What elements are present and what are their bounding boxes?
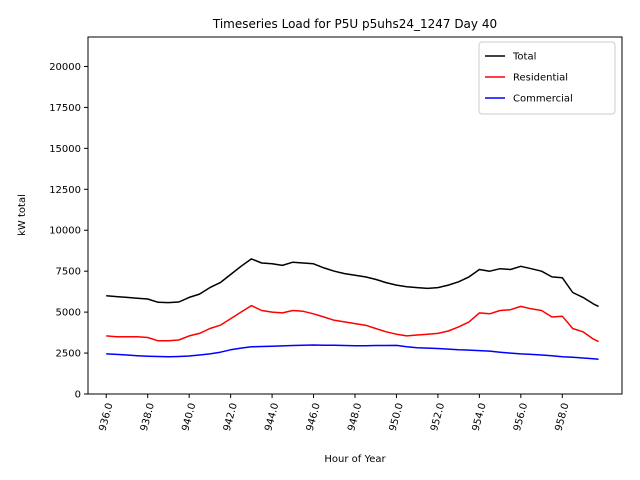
chart-title: Timeseries Load for P5U p5uhs24_1247 Day… xyxy=(212,17,497,31)
series-line-commercial xyxy=(106,344,599,361)
y-tick-label: 20000 xyxy=(49,62,81,73)
x-tick-label: 958.0 xyxy=(554,402,572,433)
legend-label-residential: Residential xyxy=(513,73,568,84)
y-tick-label: 5000 xyxy=(56,308,81,319)
y-tick-label: 17500 xyxy=(49,103,81,114)
y-tick-label: 0 xyxy=(75,390,81,401)
x-tick-label: 940.0 xyxy=(180,402,198,433)
y-tick-label: 12500 xyxy=(49,185,81,196)
series-lines xyxy=(106,258,599,361)
x-tick-label: 948.0 xyxy=(346,402,364,433)
legend: Total Residential Commercial xyxy=(478,41,616,115)
y-tick-label: 2500 xyxy=(56,349,81,360)
series-line-residential xyxy=(106,304,599,343)
series-line-total xyxy=(106,258,599,308)
y-axis-ticks: 0 2500 5000 7500 10000 12500 15000 17500 20000 xyxy=(49,62,88,401)
x-axis-label: Hour of Year xyxy=(324,454,386,465)
x-tick-label: 936.0 xyxy=(97,402,115,433)
y-tick-label: 10000 xyxy=(49,226,81,237)
x-tick-label: 950.0 xyxy=(388,402,406,433)
x-axis-ticks: 936.0 938.0 940.0 942.0 944.0 946.0 948.0 950.0… xyxy=(97,394,572,433)
x-tick-label: 938.0 xyxy=(139,402,157,433)
legend-label-commercial: Commercial xyxy=(513,94,573,105)
x-tick-label: 944.0 xyxy=(263,402,281,433)
y-tick-label: 15000 xyxy=(49,144,81,155)
x-tick-label: 942.0 xyxy=(222,402,240,433)
y-tick-label: 7500 xyxy=(56,267,81,278)
y-axis-label: kW total xyxy=(17,194,28,236)
legend-box xyxy=(478,41,616,115)
x-tick-label: 952.0 xyxy=(429,402,447,433)
legend-label-total: Total xyxy=(512,52,536,63)
x-tick-label: 954.0 xyxy=(471,402,489,433)
x-tick-label: 946.0 xyxy=(305,402,323,433)
plot-frame xyxy=(87,36,623,395)
x-tick-label: 956.0 xyxy=(512,402,530,433)
